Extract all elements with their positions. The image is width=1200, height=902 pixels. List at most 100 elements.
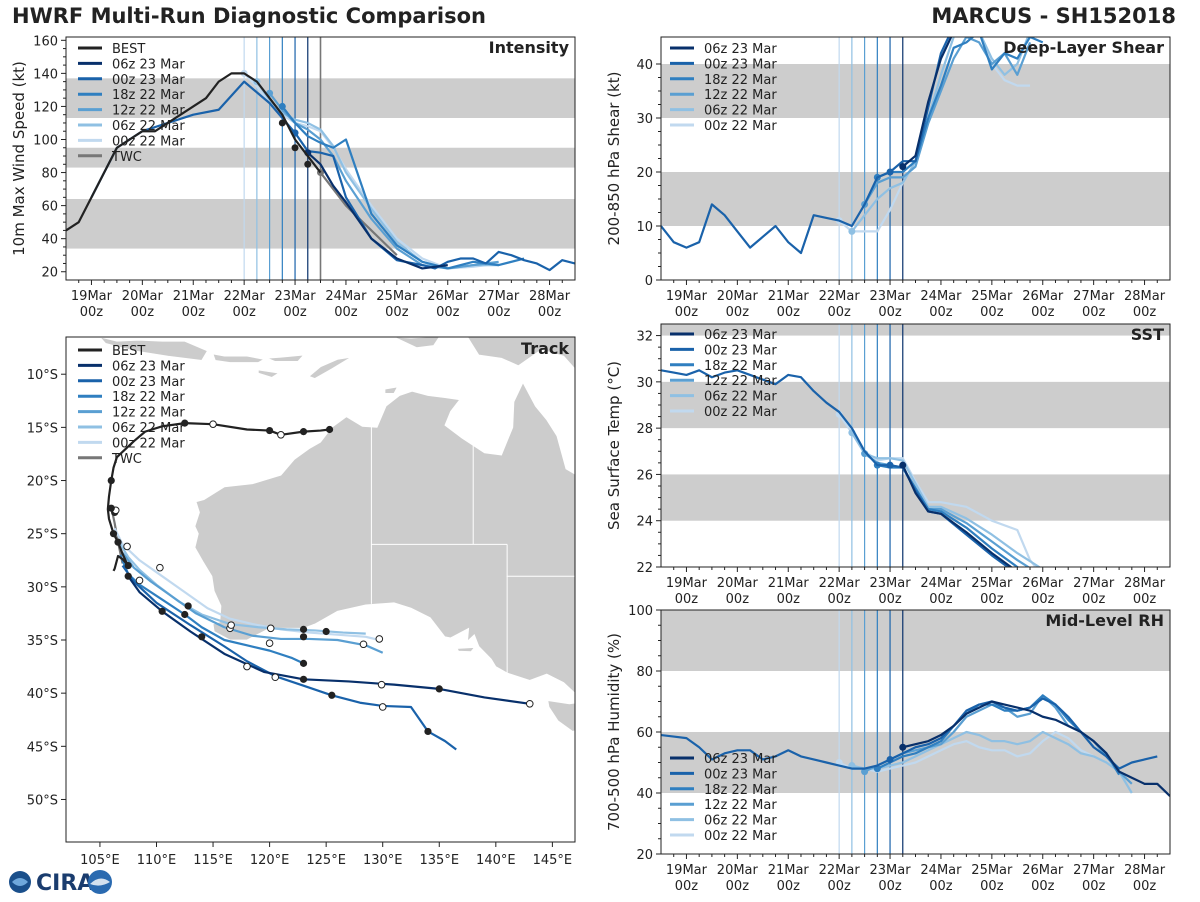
x-tick-sublabel: 00z <box>1082 305 1106 320</box>
java-landmass <box>99 337 208 361</box>
y-axis-label: 700-500 hPa Humidity (%) <box>605 633 623 831</box>
x-tick-sublabel: 00z <box>1031 592 1055 607</box>
y-tick-label: 20 <box>636 848 653 863</box>
y-axis-label: 200-850 hPa Shear (kt) <box>605 72 623 246</box>
shade-band <box>661 172 1170 226</box>
data-point <box>886 168 894 176</box>
series-line <box>877 464 1020 567</box>
track-point-hollow <box>156 563 164 572</box>
legend-label: BEST <box>112 42 145 57</box>
sst-chart: 22242628303219Mar00z20Mar00z21Mar00z22Ma… <box>605 323 1171 607</box>
series-line <box>661 697 1158 770</box>
x-tick-sublabel: 00z <box>980 592 1004 607</box>
x-tick-label: 27Mar <box>1073 576 1115 591</box>
shade-band <box>661 610 1170 671</box>
y-tick-label: 100 <box>33 133 58 148</box>
legend-label: 06z 22 Mar <box>704 814 777 829</box>
x-tick-sublabel: 00z <box>980 305 1004 320</box>
x-tick-sublabel: 00z <box>1133 305 1157 320</box>
y-tick-label: 20°S <box>27 475 58 490</box>
series-line <box>876 37 1044 179</box>
state-border <box>506 544 575 577</box>
series-line <box>850 432 1042 567</box>
x-tick-label: 22Mar <box>819 576 861 591</box>
timor-landmass <box>308 356 352 379</box>
data-point <box>291 144 299 152</box>
track-line <box>113 527 380 642</box>
track-line <box>121 552 384 654</box>
x-tick-sublabel: 00z <box>487 305 511 320</box>
x-tick-label: 20Mar <box>717 863 759 878</box>
track-point-hollow <box>123 542 131 551</box>
series-line <box>307 151 448 270</box>
x-tick-label: 26Mar <box>1022 289 1064 304</box>
x-tick-label: 28Mar <box>529 289 571 304</box>
y-tick-label: 30 <box>636 112 653 127</box>
legend-label: 06z 22 Mar <box>704 104 777 119</box>
legend-label: 06z 23 Mar <box>704 42 777 57</box>
x-tick-sublabel: 00z <box>777 305 801 320</box>
x-tick-label: 25Mar <box>971 576 1013 591</box>
x-tick-sublabel: 00z <box>878 592 902 607</box>
legend-label: 00z 22 Mar <box>704 405 777 420</box>
y-tick-label: 0 <box>645 274 653 289</box>
tasmania-landmass <box>547 700 575 732</box>
x-tick-sublabel: 00z <box>1082 879 1106 894</box>
y-axis-label: 10m Max Wind Speed (kt) <box>10 61 28 256</box>
track-point <box>107 476 115 485</box>
data-point <box>886 461 894 469</box>
x-tick-label: 22Mar <box>819 863 861 878</box>
x-tick-sublabel: 00z <box>675 592 699 607</box>
panel-title: Deep-Layer Shear <box>1003 38 1164 57</box>
legend-label: 06z 23 Mar <box>112 359 185 374</box>
legend-label: BEST <box>112 344 145 359</box>
x-tick-label: 19Mar <box>666 863 708 878</box>
x-tick-sublabel: 00z <box>80 305 104 320</box>
track-point-hollow <box>378 703 387 711</box>
track-point <box>299 675 308 683</box>
y-tick-label: 60 <box>636 726 653 741</box>
rh-chart: 2040608010019Mar00z20Mar00z21Mar00z22Mar… <box>605 604 1171 894</box>
track-point-hollow <box>377 680 386 689</box>
legend-label: 06z 23 Mar <box>112 57 185 72</box>
y-tick-label: 40 <box>41 233 58 248</box>
track-point-hollow <box>243 662 251 671</box>
legend-label: 12z 22 Mar <box>704 798 777 813</box>
y-tick-label: 140 <box>33 67 58 82</box>
legend-label: 18z 22 Mar <box>704 359 777 374</box>
track-point-hollow <box>265 639 274 647</box>
x-tick-label: 105°E <box>80 853 120 868</box>
legend-label: 12z 22 Mar <box>112 104 185 119</box>
track-line <box>119 543 366 635</box>
track-point-hollow <box>135 576 144 585</box>
y-tick-label: 80 <box>636 665 653 680</box>
legend-label: 06z 23 Mar <box>704 328 777 343</box>
x-tick-label: 28Mar <box>1124 289 1166 304</box>
y-tick-label: 26 <box>636 468 653 483</box>
island-landmass <box>456 646 476 653</box>
data-point <box>848 227 856 235</box>
x-tick-sublabel: 00z <box>538 305 562 320</box>
track-point <box>107 504 115 512</box>
x-tick-label: 19Mar <box>666 289 708 304</box>
track-line <box>121 564 457 751</box>
flores-landmass <box>267 354 305 362</box>
y-tick-label: 120 <box>33 100 58 115</box>
x-tick-sublabel: 00z <box>385 305 409 320</box>
x-tick-label: 26Mar <box>427 289 469 304</box>
legend-label: TWC <box>111 150 142 165</box>
track-point-hollow <box>209 420 217 428</box>
y-tick-label: 40 <box>636 787 653 802</box>
data-point <box>899 461 907 469</box>
track-point <box>299 659 308 667</box>
x-tick-sublabel: 00z <box>1133 592 1157 607</box>
x-tick-label: 23Mar <box>275 289 317 304</box>
track-line <box>127 575 530 705</box>
x-tick-sublabel: 00z <box>878 305 902 320</box>
x-tick-label: 19Mar <box>71 289 113 304</box>
x-tick-sublabel: 00z <box>929 879 953 894</box>
x-tick-sublabel: 00z <box>283 305 307 320</box>
data-point <box>899 743 907 751</box>
data-point <box>278 119 286 127</box>
x-tick-label: 24Mar <box>325 289 367 304</box>
